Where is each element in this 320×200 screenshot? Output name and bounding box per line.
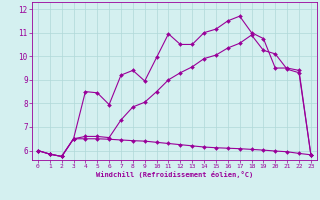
X-axis label: Windchill (Refroidissement éolien,°C): Windchill (Refroidissement éolien,°C) [96, 171, 253, 178]
